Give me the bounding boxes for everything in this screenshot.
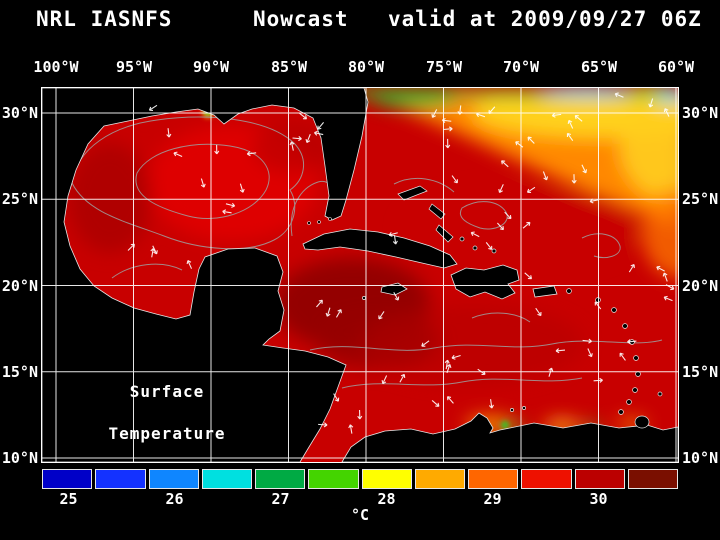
lat-label: 10°N [1, 449, 38, 467]
lat-label: 15°N [1, 363, 38, 381]
island-puerto-rico [532, 285, 558, 298]
island-cuba [302, 228, 458, 269]
lat-label: 20°N [682, 277, 719, 295]
grid-lines [42, 88, 678, 462]
sst-field [68, 88, 678, 433]
sst-map-canvas [42, 88, 678, 462]
colorbar-segment [361, 469, 412, 489]
colorbar-tick: 29 [483, 490, 502, 508]
lat-label: 20°N [1, 277, 38, 295]
bahamas-islands [397, 185, 497, 254]
current-vectors [127, 92, 675, 434]
map-plot: Surface Temperature [41, 87, 679, 463]
title-product: Nowcast [253, 7, 349, 31]
colorbar-segment [42, 469, 93, 489]
colorbar-segment [148, 469, 199, 489]
colorbar-segment [255, 469, 306, 489]
colorbar-segment [468, 469, 519, 489]
title-model: NRL IASNFS [36, 7, 173, 31]
colorbar-ticks: 25 26 27 28 29 30 [42, 490, 678, 508]
colorbar [42, 469, 678, 489]
lon-label: 100°W [33, 58, 79, 76]
lat-label: 25°N [682, 190, 719, 208]
lat-label: 30°N [682, 104, 719, 122]
temperature-contours [71, 116, 663, 389]
colorbar-segment [95, 469, 146, 489]
map-overlay-label-line2: Temperature [108, 424, 226, 443]
title-valid-time: valid at 2009/09/27 06Z [388, 7, 702, 31]
island-hispaniola [450, 264, 520, 300]
colorbar-tick: 30 [589, 490, 608, 508]
florida-keys [307, 217, 332, 225]
colorbar-unit-label: °C [350, 506, 370, 524]
lat-label: 10°N [682, 449, 719, 467]
colorbar-tick: 25 [59, 490, 78, 508]
colorbar-segment [201, 469, 252, 489]
land-south-america [341, 412, 678, 462]
colorbar-segment [521, 469, 572, 489]
land-north-central-america [42, 88, 369, 462]
lat-label: 25°N [1, 190, 38, 208]
colorbar-segment [574, 469, 625, 489]
colorbar-tick: 28 [377, 490, 396, 508]
lon-label: 90°W [192, 58, 230, 76]
lat-label: 15°N [682, 363, 719, 381]
lon-label: 95°W [115, 58, 153, 76]
lon-label: 65°W [580, 58, 618, 76]
colorbar-tick: 27 [271, 490, 290, 508]
lon-label: 75°W [425, 58, 463, 76]
lon-label: 85°W [270, 58, 308, 76]
lon-label: 60°W [657, 58, 695, 76]
colorbar-segment [414, 469, 465, 489]
lon-label: 70°W [502, 58, 540, 76]
colorbar-tick: 26 [165, 490, 184, 508]
lon-label: 80°W [347, 58, 385, 76]
lat-label: 30°N [1, 104, 38, 122]
colorbar-segment [308, 469, 359, 489]
colorbar-segment [627, 469, 678, 489]
map-overlay-label-line1: Surface [129, 382, 205, 401]
